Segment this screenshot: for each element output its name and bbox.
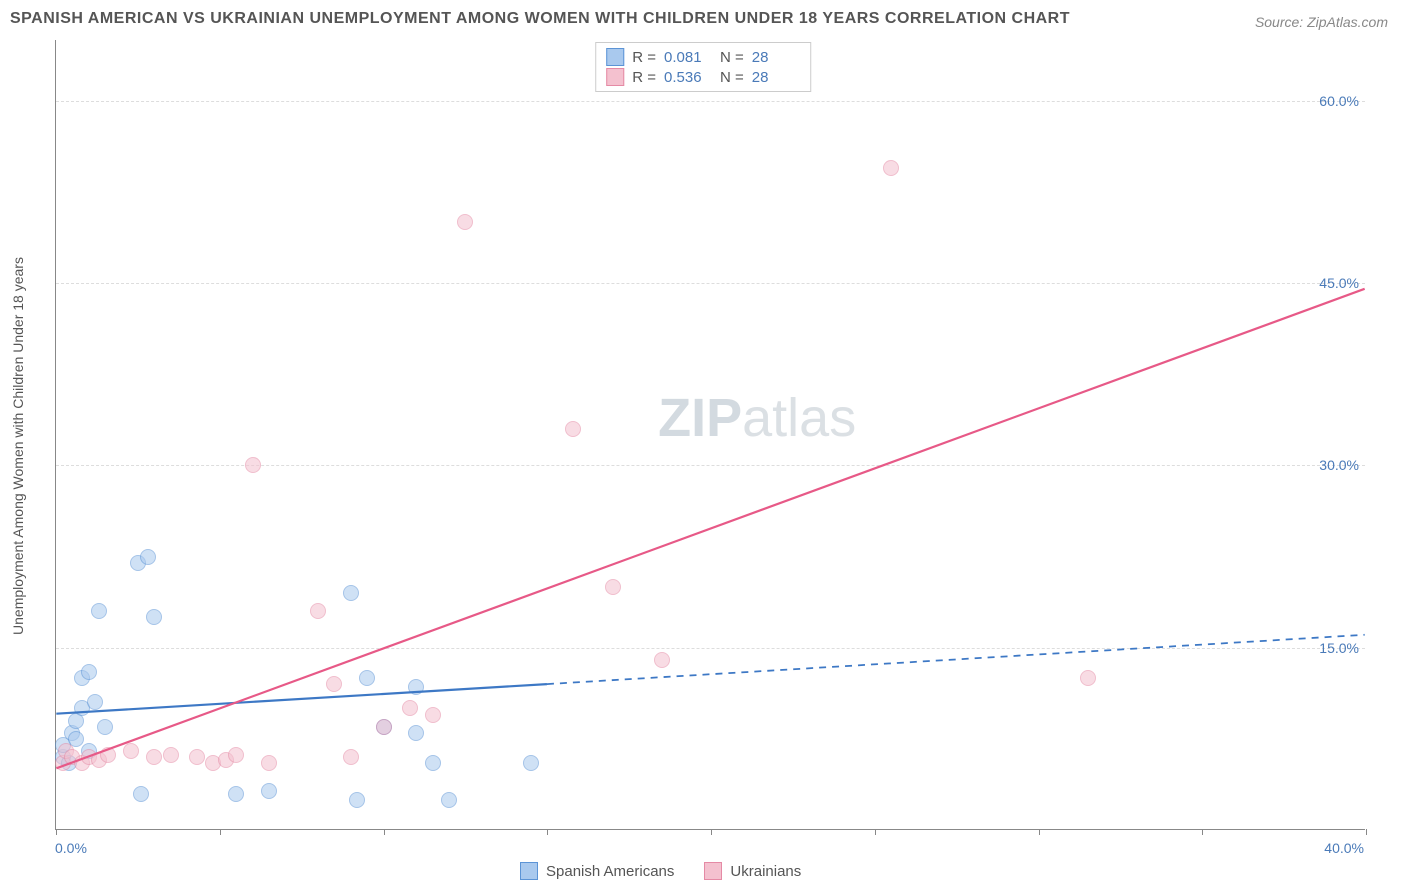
scatter-point: [228, 747, 244, 763]
x-tick: [875, 829, 876, 835]
scatter-point: [245, 457, 261, 473]
legend-series-item: Spanish Americans: [520, 862, 674, 880]
scatter-point: [146, 609, 162, 625]
scatter-point: [228, 786, 244, 802]
scatter-point: [343, 585, 359, 601]
scatter-point: [146, 749, 162, 765]
legend-r-prefix: R =: [632, 69, 656, 86]
scatter-point: [523, 755, 539, 771]
source-label: Source: ZipAtlas.com: [1255, 14, 1388, 30]
scatter-point: [408, 679, 424, 695]
scatter-point: [140, 549, 156, 565]
legend-r-prefix: R =: [632, 49, 656, 66]
watermark: ZIPatlas: [658, 387, 856, 449]
legend-series-label: Spanish Americans: [546, 863, 674, 880]
scatter-point: [91, 603, 107, 619]
legend-stats-row: R = 0.536 N = 28: [606, 67, 800, 87]
legend-swatch: [606, 48, 624, 66]
scatter-point: [310, 603, 326, 619]
scatter-point: [565, 421, 581, 437]
x-tick-label: 0.0%: [55, 840, 87, 856]
legend-swatch: [606, 68, 624, 86]
gridline: [56, 101, 1365, 102]
x-tick: [711, 829, 712, 835]
scatter-point: [359, 670, 375, 686]
legend-n-value: 28: [752, 49, 800, 66]
x-tick: [384, 829, 385, 835]
scatter-point: [261, 783, 277, 799]
gridline: [56, 283, 1365, 284]
legend-n-prefix: N =: [720, 69, 744, 86]
trend-lines-svg: [56, 40, 1365, 829]
x-tick: [1202, 829, 1203, 835]
scatter-point: [441, 792, 457, 808]
gridline: [56, 648, 1365, 649]
scatter-point: [97, 719, 113, 735]
x-tick: [1366, 829, 1367, 835]
scatter-point: [343, 749, 359, 765]
scatter-point: [654, 652, 670, 668]
legend-swatch: [520, 862, 538, 880]
legend-n-prefix: N =: [720, 49, 744, 66]
scatter-point: [402, 700, 418, 716]
legend-stats: R = 0.081 N = 28 R = 0.536 N = 28: [595, 42, 811, 92]
legend-r-value: 0.536: [664, 69, 712, 86]
scatter-point: [261, 755, 277, 771]
trend-line-solid: [56, 684, 547, 714]
scatter-point: [1080, 670, 1096, 686]
x-tick: [1039, 829, 1040, 835]
y-tick-label: 15.0%: [1319, 640, 1359, 656]
y-tick-label: 45.0%: [1319, 275, 1359, 291]
legend-series-label: Ukrainians: [730, 863, 801, 880]
watermark-zip: ZIP: [658, 388, 742, 448]
scatter-point: [425, 755, 441, 771]
scatter-point: [81, 664, 97, 680]
chart-title: SPANISH AMERICAN VS UKRAINIAN UNEMPLOYME…: [10, 10, 1070, 28]
legend-series: Spanish Americans Ukrainians: [520, 862, 801, 880]
scatter-point: [123, 743, 139, 759]
legend-r-value: 0.081: [664, 49, 712, 66]
scatter-point: [133, 786, 149, 802]
trend-line-solid: [56, 289, 1364, 768]
legend-n-value: 28: [752, 69, 800, 86]
scatter-point: [100, 747, 116, 763]
legend-stats-row: R = 0.081 N = 28: [606, 47, 800, 67]
scatter-point: [883, 160, 899, 176]
scatter-point: [457, 214, 473, 230]
scatter-point: [605, 579, 621, 595]
scatter-point: [376, 719, 392, 735]
scatter-point: [326, 676, 342, 692]
x-tick: [56, 829, 57, 835]
legend-series-item: Ukrainians: [704, 862, 801, 880]
scatter-point: [349, 792, 365, 808]
scatter-point: [408, 725, 424, 741]
watermark-atlas: atlas: [742, 388, 856, 448]
legend-swatch: [704, 862, 722, 880]
y-tick-label: 30.0%: [1319, 457, 1359, 473]
x-tick: [220, 829, 221, 835]
y-axis-label: Unemployment Among Women with Children U…: [10, 257, 26, 635]
scatter-point: [425, 707, 441, 723]
x-tick-label: 40.0%: [1324, 840, 1364, 856]
y-tick-label: 60.0%: [1319, 93, 1359, 109]
x-tick: [547, 829, 548, 835]
scatter-point: [163, 747, 179, 763]
scatter-point: [189, 749, 205, 765]
scatter-point: [87, 694, 103, 710]
plot-area: ZIPatlas 15.0% 30.0% 45.0% 60.0%: [55, 40, 1365, 830]
